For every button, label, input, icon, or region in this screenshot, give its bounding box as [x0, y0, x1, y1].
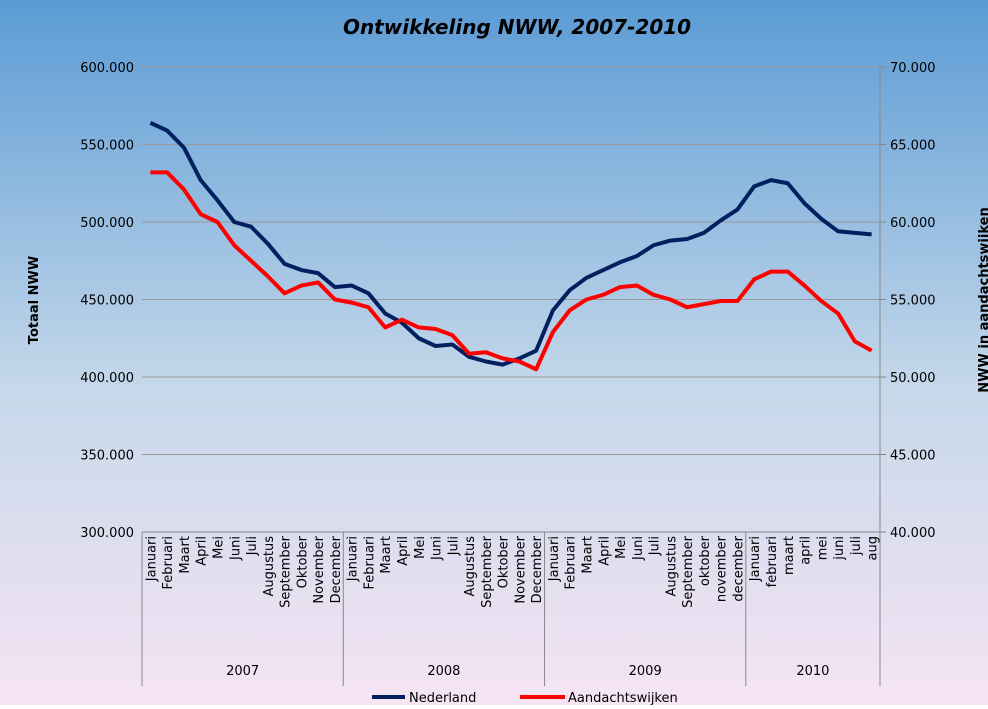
chart-title: Ontwikkeling NWW, 2007-2010 [343, 15, 691, 39]
x-tick-label: Januari [748, 536, 763, 582]
x-tick-label: Augustus [463, 536, 478, 597]
y2-axis-label: NWW in aandachtswijken [977, 207, 988, 392]
x-tick-label: September [681, 535, 696, 608]
x-tick-label: Augustus [664, 536, 679, 597]
group-label: 2008 [427, 664, 460, 679]
x-tick-label: December [329, 535, 344, 603]
y2-tick-label: 40.000 [890, 526, 936, 541]
group-label: 2009 [629, 664, 662, 679]
x-tick-label: Februari [362, 536, 377, 590]
x-tick-label: November [312, 535, 327, 603]
x-tick-label: mei [815, 536, 830, 560]
x-tick-label: Augustus [262, 536, 277, 597]
y2-tick-label: 70.000 [890, 61, 936, 76]
y-tick-label: 550.000 [80, 139, 134, 154]
x-tick-label: februari [765, 536, 780, 587]
y-tick-label: 450.000 [80, 294, 134, 309]
x-tick-label: Juli [446, 536, 461, 556]
x-tick-label: december [731, 535, 746, 601]
x-tick-label: Maart [580, 536, 595, 574]
x-tick-label: maart [782, 536, 797, 575]
series-line [150, 170, 873, 372]
x-tick-label: Oktober [295, 535, 310, 588]
x-tick-label: Juli [245, 536, 260, 556]
legend-label: Nederland [409, 691, 476, 705]
y2-tick-label: 55.000 [890, 294, 936, 309]
y-tick-label: 300.000 [80, 526, 134, 541]
x-tick-label: Maart [178, 536, 193, 574]
x-tick-label: Januari [547, 536, 562, 582]
x-tick-label: Oktober [497, 535, 512, 588]
x-tick-label: Juni [430, 536, 445, 561]
x-tick-label: Februari [564, 536, 579, 590]
x-tick-label: Mei [614, 536, 629, 559]
x-tick-label: September [480, 535, 495, 608]
x-tick-label: Juni [631, 536, 646, 561]
x-tick-label: april [799, 536, 814, 565]
x-tick-label: April [396, 536, 411, 566]
x-tick-label: juni [832, 536, 847, 561]
x-tick-label: Maart [379, 536, 394, 574]
x-tick-label: aug [866, 536, 881, 560]
group-label: 2007 [226, 664, 259, 679]
y-tick-label: 500.000 [80, 216, 134, 231]
x-tick-label: Juni [228, 536, 243, 561]
y-tick-label: 400.000 [80, 371, 134, 386]
x-tick-label: Januari [144, 536, 159, 582]
x-tick-label: Juli [648, 536, 663, 556]
group-label: 2010 [796, 664, 829, 679]
legend-label: Aandachtswijken [568, 691, 678, 705]
y-tick-label: 600.000 [80, 61, 134, 76]
y-axis-label: Totaal NWW [27, 256, 42, 344]
y2-tick-label: 65.000 [890, 139, 936, 154]
x-tick-label: oktober [698, 535, 713, 586]
x-tick-label: December [530, 535, 545, 603]
x-tick-label: November [513, 535, 528, 603]
y2-tick-label: 50.000 [890, 371, 936, 386]
x-tick-label: Februari [161, 536, 176, 590]
x-tick-label: november [715, 535, 730, 602]
x-tick-label: Januari [346, 536, 361, 582]
x-tick-label: juli [849, 536, 864, 556]
y2-tick-label: 45.000 [890, 449, 936, 464]
x-tick-label: Mei [413, 536, 428, 559]
x-tick-label: April [597, 536, 612, 566]
x-tick-label: April [195, 536, 210, 566]
y2-tick-label: 60.000 [890, 216, 936, 231]
x-tick-label: Mei [211, 536, 226, 559]
y-tick-label: 350.000 [80, 449, 134, 464]
x-tick-label: September [279, 535, 294, 608]
